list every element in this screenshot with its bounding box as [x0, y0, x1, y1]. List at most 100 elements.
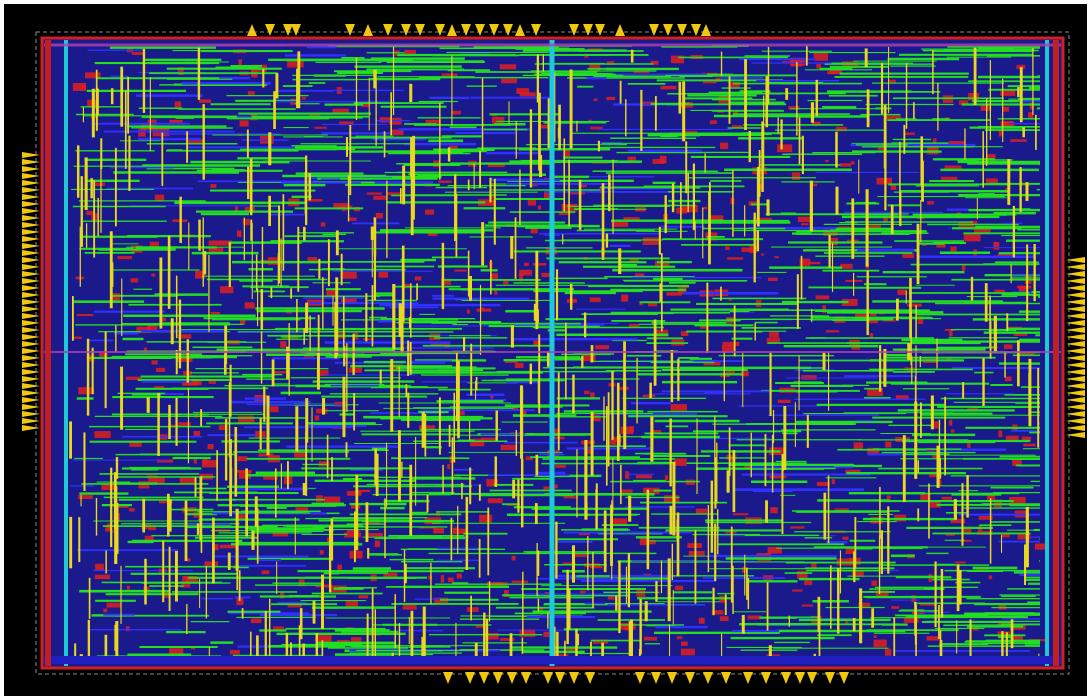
standard-cell: [516, 88, 529, 94]
standard-cell: [767, 546, 782, 554]
top-pin: [583, 24, 593, 36]
left-pin: [22, 166, 40, 172]
left-pin: [22, 404, 40, 410]
standard-cell: [484, 633, 499, 640]
right-pin: [1066, 327, 1085, 333]
standard-cell: [650, 429, 662, 433]
right-pin: [1066, 341, 1085, 347]
top-pin: [401, 24, 411, 36]
top-pin: [489, 24, 499, 36]
standard-cell: [185, 139, 203, 144]
top-pin: [283, 24, 293, 36]
standard-cell: [213, 544, 219, 551]
standard-cell: [193, 430, 201, 437]
standard-cell: [1009, 496, 1026, 504]
standard-cell: [963, 234, 981, 242]
left-pin: [22, 397, 40, 403]
standard-cell: [174, 101, 182, 109]
standard-cell: [374, 540, 380, 548]
standard-cell: [623, 217, 640, 220]
standard-cell: [244, 302, 255, 309]
standard-cell: [202, 457, 208, 465]
standard-cell: [126, 585, 130, 590]
standard-cell: [125, 626, 130, 632]
top-pin: [247, 24, 257, 36]
standard-cell: [670, 404, 688, 411]
standard-cell: [592, 639, 609, 644]
standard-cell: [113, 505, 129, 508]
standard-cell: [240, 317, 246, 325]
left-pin: [22, 264, 40, 270]
standard-cell: [447, 577, 454, 583]
right-pin: [1066, 313, 1085, 319]
left-pin: [22, 243, 40, 249]
bottom-pin: [479, 672, 489, 684]
standard-cell: [315, 495, 324, 503]
standard-cell: [606, 61, 615, 65]
io-pins: [22, 24, 1085, 684]
standard-cell: [911, 595, 916, 603]
top-pin: [345, 24, 355, 36]
standard-cell: [791, 172, 801, 180]
standard-cell: [414, 276, 422, 281]
standard-cell: [1003, 344, 1013, 349]
standard-cell: [1028, 112, 1034, 119]
standard-cell: [955, 561, 966, 564]
standard-cell: [524, 262, 529, 266]
standard-cell: [386, 192, 402, 196]
standard-cell: [136, 326, 152, 333]
standard-cell: [270, 406, 279, 413]
standard-cell: [629, 426, 634, 433]
right-pin: [1066, 257, 1085, 263]
standard-cell: [902, 253, 914, 258]
standard-cell: [660, 85, 677, 90]
standard-cell: [652, 158, 665, 164]
standard-cell: [888, 79, 896, 84]
standard-cell: [106, 602, 121, 608]
standard-cell: [459, 408, 465, 416]
top-pin: [383, 24, 393, 36]
standard-cell: [761, 253, 765, 256]
standard-cell: [494, 289, 498, 295]
standard-cell: [777, 399, 791, 404]
standard-cell: [719, 616, 729, 622]
standard-cell: [907, 303, 922, 307]
standard-cell: [642, 237, 659, 246]
left-pin: [22, 411, 40, 417]
standard-cell: [207, 444, 214, 450]
top-pin: [435, 24, 445, 36]
bottom-pin: [795, 672, 805, 684]
top-pin: [701, 24, 711, 36]
standard-cell: [932, 421, 939, 429]
standard-cell: [869, 333, 874, 339]
standard-cell: [985, 178, 998, 184]
standard-cell: [740, 371, 749, 377]
standard-cell: [237, 230, 242, 238]
standard-cell: [930, 501, 941, 508]
standard-cell: [323, 496, 341, 505]
standard-cell: [841, 298, 858, 306]
standard-cell: [956, 212, 961, 215]
standard-cell: [301, 96, 306, 100]
standard-cell: [475, 625, 485, 628]
bottom-pin: [585, 672, 595, 684]
top-pin: [447, 24, 457, 36]
standard-cell: [1011, 635, 1023, 643]
standard-cell: [208, 240, 225, 246]
standard-cell: [154, 194, 165, 202]
standard-cell: [940, 176, 958, 182]
standard-cell: [998, 129, 1004, 137]
standard-cell: [741, 247, 753, 252]
standard-cell: [295, 507, 309, 513]
left-pin: [22, 383, 40, 389]
standard-cell: [470, 438, 485, 447]
standard-cell: [949, 330, 953, 337]
standard-cell: [845, 469, 861, 474]
top-pin: [615, 24, 625, 36]
standard-cell: [332, 108, 349, 115]
standard-cell: [159, 317, 167, 322]
standard-cell: [1023, 443, 1036, 447]
standard-cell: [674, 458, 687, 466]
standard-cell: [179, 476, 196, 484]
